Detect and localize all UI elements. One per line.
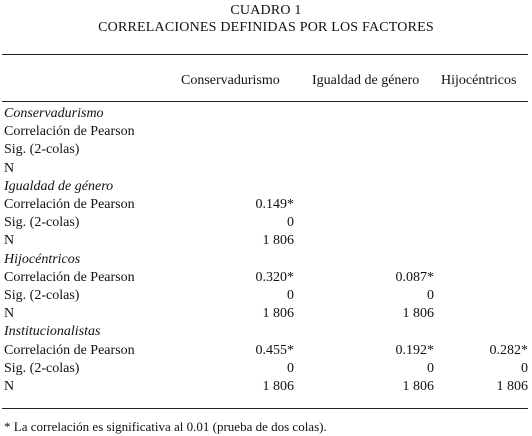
table-cell: 0: [287, 360, 294, 376]
section-label: Conservadurismo: [4, 106, 104, 121]
row-label: Sig. (2-colas): [4, 288, 80, 303]
table-cell: 1 806: [402, 306, 435, 322]
table-cell: 0: [427, 288, 434, 303]
table-row: N 1 806: [4, 232, 528, 250]
table-row: Correlación de Pearson: [4, 123, 528, 141]
row-label: Sig. (2-colas): [4, 142, 80, 158]
table-cell: 1 806: [262, 379, 295, 394]
table-label: CUADRO 1: [230, 3, 302, 18]
section-row: Igualdad de género: [4, 178, 528, 196]
row-label: N: [4, 160, 15, 176]
section-row: Hijocéntricos: [4, 251, 528, 269]
table-cell: 0.087*: [395, 269, 435, 285]
table-row: Sig. (2-colas) 0 0 0: [4, 360, 528, 378]
table-row: Correlación de Pearson 0.455* 0.192* 0.282*: [4, 342, 528, 360]
footnote: * La correlación es significativa al 0.0…: [4, 419, 327, 434]
table-row: Correlación de Pearson 0.149*: [4, 196, 528, 214]
table-row: N 1 806 1 806: [4, 305, 528, 323]
table-cell: 0: [521, 360, 528, 376]
table-cell: 0: [287, 288, 294, 303]
col-header-conservadurismo: Conservadurismo: [181, 73, 280, 88]
table-row: N: [4, 160, 528, 178]
row-label: Correlación de Pearson: [4, 197, 135, 212]
table-cell: 0.455*: [255, 342, 295, 358]
table-cell: 1 806: [262, 233, 295, 249]
section-label: Institucionalistas: [4, 324, 101, 340]
row-label: N: [4, 233, 15, 249]
table-cell: 0.149*: [255, 197, 295, 212]
table-cell: 0: [287, 215, 294, 231]
table-row: Correlación de Pearson 0.320* 0.087*: [4, 269, 528, 287]
table-cell: 0.192*: [395, 342, 435, 358]
row-label: Correlación de Pearson: [4, 124, 135, 140]
table-row: Sig. (2-colas): [4, 141, 528, 159]
table-cell: 1 806: [262, 306, 295, 322]
col-header-igualdad: Igualdad de género: [312, 73, 420, 88]
row-label: Correlación de Pearson: [4, 342, 135, 358]
row-label: Sig. (2-colas): [4, 215, 80, 231]
row-label: N: [4, 306, 15, 322]
row-label: Sig. (2-colas): [4, 360, 80, 376]
section-label: Hijocéntricos: [4, 251, 81, 267]
table-cell: 0.282*: [489, 342, 529, 358]
table-row: Sig. (2-colas) 0 0: [4, 287, 528, 305]
col-header-hijocentricos: Hijocéntricos: [441, 73, 517, 88]
section-row: Institucionalistas: [4, 323, 528, 341]
table-title: CORRELACIONES DEFINIDAS POR LOS FACTORES: [98, 20, 434, 35]
table-row: Sig. (2-colas) 0: [4, 214, 528, 232]
row-label: N: [4, 379, 15, 394]
top-rule: [2, 54, 528, 55]
table-cell: 1 806: [402, 379, 435, 394]
bottom-rule: [2, 408, 528, 409]
table-cell: 0.320*: [255, 269, 295, 285]
section-label: Igualdad de género: [4, 178, 114, 194]
table-cell: 0: [427, 360, 434, 376]
row-label: Correlación de Pearson: [4, 269, 135, 285]
table-row: N 1 806 1 806 1 806: [4, 378, 528, 396]
header-rule: [2, 101, 528, 102]
table-cell: 1 806: [496, 379, 529, 394]
section-row: Conservadurismo: [4, 105, 528, 123]
